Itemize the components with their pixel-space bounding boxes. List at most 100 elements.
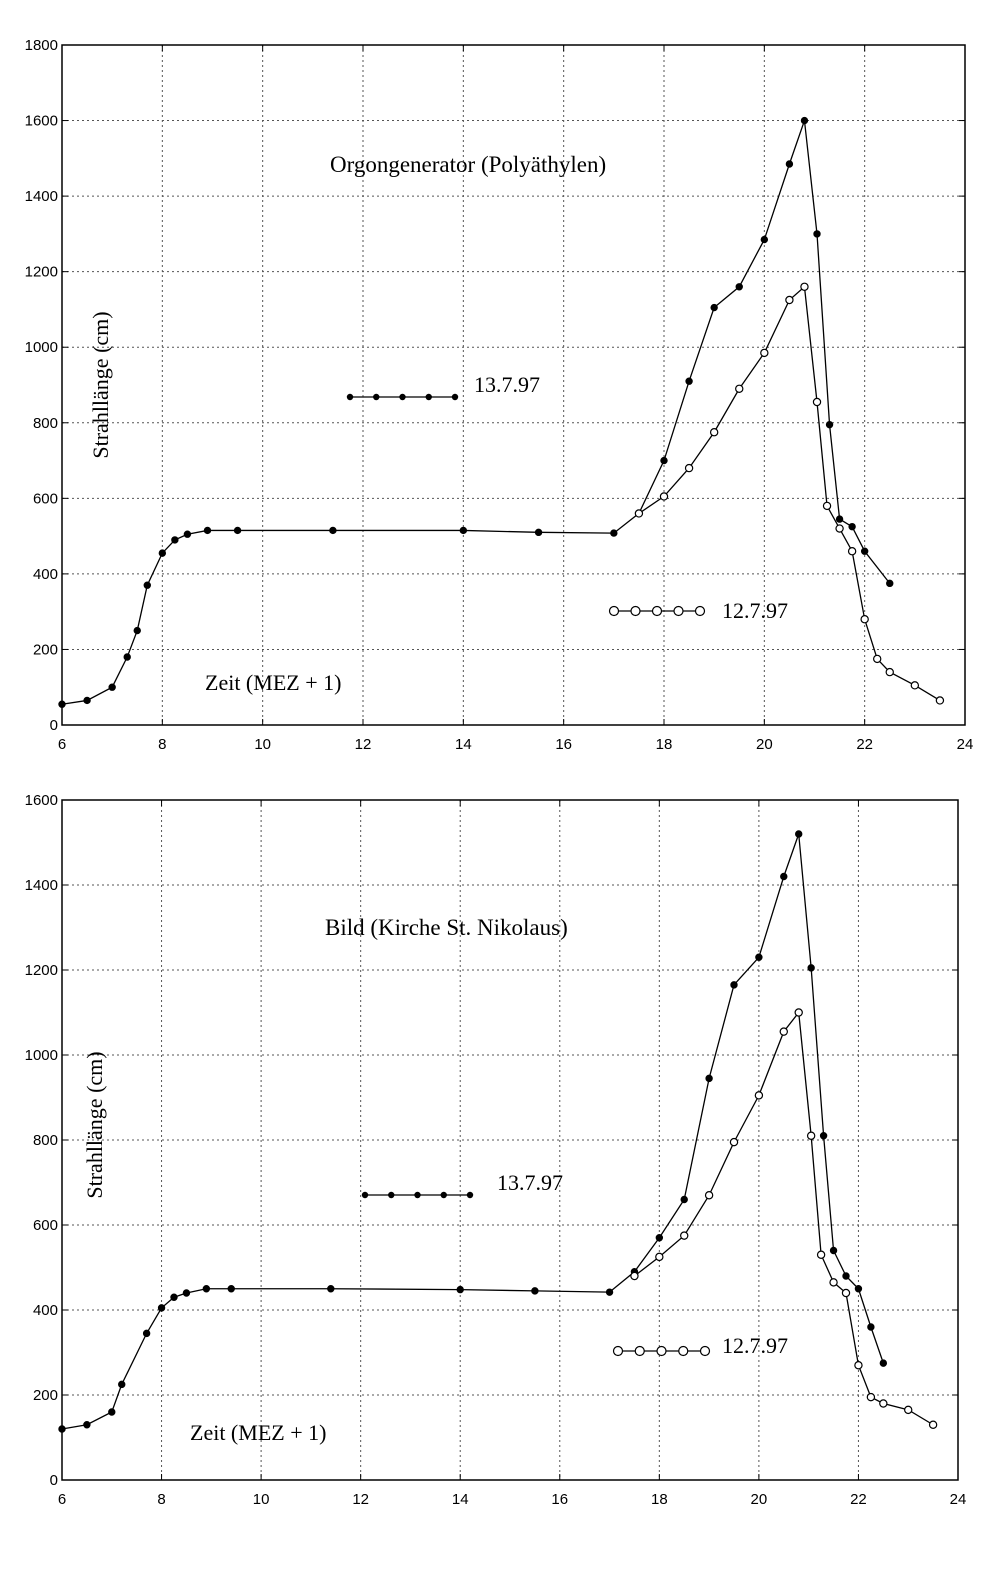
data-point-open xyxy=(785,295,794,305)
x-axis-label: Zeit (MEZ + 1) xyxy=(205,670,341,695)
legend-marker-open xyxy=(651,605,663,617)
y-tick-label: 1200 xyxy=(25,962,58,979)
data-point-open xyxy=(816,1250,826,1259)
x-tick-label: 22 xyxy=(856,736,873,753)
data-point-open xyxy=(835,524,844,533)
legend-marker-open xyxy=(608,605,620,617)
data-point-filled xyxy=(531,1287,539,1295)
data-point-filled xyxy=(730,981,738,989)
data-point-filled xyxy=(233,526,242,535)
data-point-filled xyxy=(459,526,468,535)
data-point-filled xyxy=(760,235,769,244)
y-tick-label: 1600 xyxy=(25,113,58,130)
data-point-filled xyxy=(825,420,834,429)
y-tick-label: 1000 xyxy=(25,1047,58,1064)
data-point-open xyxy=(779,1027,788,1036)
series-line-2 xyxy=(634,1010,934,1426)
data-point-open xyxy=(885,667,894,677)
data-point-open xyxy=(879,1399,888,1408)
x-tick-label: 22 xyxy=(850,1491,867,1508)
x-tick-label: 20 xyxy=(756,736,773,753)
data-point-filled xyxy=(655,1234,664,1242)
data-point-filled xyxy=(108,683,116,691)
legend-label: 13.7.97 xyxy=(497,1170,563,1195)
legend-marker-open xyxy=(630,605,641,617)
data-point-open xyxy=(655,1252,664,1262)
y-tick-label: 1600 xyxy=(25,792,58,809)
data-point-open xyxy=(680,1231,689,1240)
legend-label: 13.7.97 xyxy=(474,372,540,397)
chart-2: 6 8 10 12 14 16 18 20 22 24 0 200 400 600 800 1000 1200 1… xyxy=(25,792,967,1508)
data-point-filled xyxy=(142,1329,151,1338)
data-point-open xyxy=(709,428,719,437)
data-point-open xyxy=(794,1008,803,1017)
data-point-filled xyxy=(534,528,543,537)
data-point-filled xyxy=(182,1289,191,1297)
data-point-open xyxy=(634,509,644,518)
data-point-open xyxy=(847,547,857,556)
data-point-filled xyxy=(813,230,821,238)
x-tick-label: 12 xyxy=(352,1491,369,1508)
data-point-open xyxy=(812,397,822,407)
data-point-filled xyxy=(203,526,212,535)
data-point-open xyxy=(866,1392,876,1402)
legend-marker-open xyxy=(656,1345,667,1357)
data-point-open xyxy=(910,681,920,690)
data-point-filled xyxy=(58,1425,66,1433)
y-axis-label: Strahllänge (cm) xyxy=(88,311,113,458)
legend-label: 12.7.97 xyxy=(722,598,788,623)
data-point-open xyxy=(854,1361,863,1370)
data-point-filled xyxy=(879,1359,888,1367)
data-point-filled xyxy=(83,1421,91,1429)
data-point-open xyxy=(829,1278,838,1287)
data-point-filled xyxy=(456,1285,464,1294)
data-point-open xyxy=(928,1420,938,1429)
data-point-filled xyxy=(158,549,167,557)
data-point-open xyxy=(873,654,882,664)
data-point-filled xyxy=(123,653,131,661)
data-point-filled xyxy=(610,529,618,537)
data-point-filled xyxy=(660,456,668,465)
data-point-filled xyxy=(867,1323,875,1331)
data-point-filled xyxy=(327,1285,335,1293)
data-point-open xyxy=(754,1091,764,1100)
x-tick-label: 16 xyxy=(555,736,572,753)
x-tick-label: 8 xyxy=(157,1491,165,1508)
data-point-open xyxy=(659,492,669,501)
y-tick-label: 1800 xyxy=(25,37,58,54)
legend-marker-filled xyxy=(466,1191,474,1199)
data-point-open xyxy=(760,348,769,358)
data-point-filled xyxy=(705,1074,713,1083)
data-point-open xyxy=(822,501,832,511)
data-point-open xyxy=(841,1288,851,1298)
data-point-open xyxy=(935,696,945,705)
data-point-filled xyxy=(835,515,844,523)
data-point-filled xyxy=(854,1285,863,1293)
legend-marker-open xyxy=(678,1345,689,1357)
data-point-filled xyxy=(143,581,151,589)
y-tick-label: 600 xyxy=(33,490,58,507)
legend-marker-open xyxy=(673,605,684,617)
x-tick-label: 18 xyxy=(656,736,673,753)
x-tick-label: 20 xyxy=(751,1491,768,1508)
data-point-open xyxy=(800,282,809,291)
data-point-filled xyxy=(329,526,337,535)
x-tick-label: 10 xyxy=(254,736,271,753)
y-tick-label: 200 xyxy=(33,641,58,658)
y-tick-label: 1200 xyxy=(25,264,58,281)
x-tick-label: 6 xyxy=(58,1491,66,1508)
data-point-filled xyxy=(157,1304,166,1312)
x-tick-label: 18 xyxy=(651,1491,668,1508)
x-tick-label: 24 xyxy=(950,1491,967,1508)
data-point-filled xyxy=(785,160,794,168)
legend-marker-filled xyxy=(451,393,459,401)
data-point-filled xyxy=(800,116,809,125)
x-tick-label: 8 xyxy=(158,736,166,753)
legend-marker-filled xyxy=(346,393,354,401)
y-tick-label: 0 xyxy=(50,717,58,734)
x-axis-label: Zeit (MEZ + 1) xyxy=(190,1420,326,1445)
data-point-filled xyxy=(755,953,763,961)
data-point-filled xyxy=(605,1288,614,1296)
data-point-filled xyxy=(848,522,856,531)
data-point-filled xyxy=(170,1293,178,1301)
